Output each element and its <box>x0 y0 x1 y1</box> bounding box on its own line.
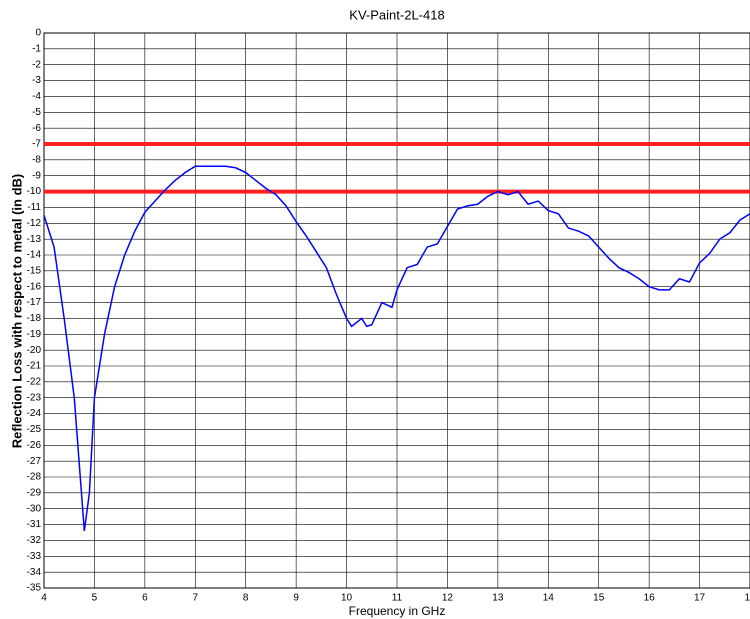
x-tick-label: 16 <box>644 593 656 604</box>
y-tick-label: -3 <box>32 75 41 86</box>
y-tick-label: -35 <box>27 583 42 594</box>
chart-title: KV-Paint-2L-418 <box>349 7 444 22</box>
y-tick-label: -28 <box>27 472 42 483</box>
x-tick-label: 6 <box>142 593 148 604</box>
y-tick-label: -18 <box>27 313 42 324</box>
y-tick-label: 0 <box>35 28 41 39</box>
y-tick-label: -7 <box>32 139 41 150</box>
x-tick-label: 12 <box>442 593 454 604</box>
y-tick-label: -10 <box>27 186 42 197</box>
y-tick-label: -30 <box>27 503 42 514</box>
y-tick-label: -31 <box>27 519 42 530</box>
y-axis-label: Reflection Loss with respect to metal (i… <box>9 174 24 448</box>
y-tick-label: -12 <box>27 218 42 229</box>
y-tick-label: -22 <box>27 376 42 387</box>
y-tick-label: -13 <box>27 234 42 245</box>
y-tick-label: -2 <box>32 59 41 70</box>
y-tick-label: -4 <box>32 91 41 102</box>
y-tick-label: -14 <box>27 250 42 261</box>
data-line <box>43 165 750 532</box>
x-tick-label: 18 <box>744 593 750 604</box>
y-tick-label: -23 <box>27 392 42 403</box>
x-tick-label: 11 <box>392 593 403 604</box>
y-tick-label: -20 <box>27 345 42 356</box>
y-tick-label: -27 <box>27 456 42 467</box>
x-tick-label: 15 <box>593 593 605 604</box>
x-tick-label: 8 <box>243 593 249 604</box>
y-tick-label: -32 <box>27 535 42 546</box>
y-tick-label: -11 <box>27 202 41 213</box>
y-tick-label: -19 <box>27 329 42 340</box>
y-tick-label: -24 <box>27 408 42 419</box>
x-tick-label: 10 <box>341 593 353 604</box>
x-tick-label: 5 <box>92 593 98 604</box>
y-tick-label: -33 <box>27 551 42 562</box>
x-tick-label: 13 <box>492 593 504 604</box>
y-tick-label: -21 <box>27 361 42 372</box>
y-tick-label: -25 <box>27 424 42 435</box>
y-tick-label: -34 <box>27 567 42 578</box>
x-axis-label: Frequency in GHz <box>349 604 446 618</box>
y-tick-label: -8 <box>32 154 41 165</box>
x-tick-label: 4 <box>41 593 47 604</box>
x-tick-label: 14 <box>543 593 555 604</box>
y-tick-label: -1 <box>32 43 41 54</box>
y-tick-label: -17 <box>27 297 42 308</box>
x-tick-label: 17 <box>694 593 706 604</box>
y-tick-label: -16 <box>27 281 42 292</box>
y-tick-label: -6 <box>32 123 41 134</box>
plot-frame <box>43 32 750 589</box>
y-tick-label: -9 <box>32 170 41 181</box>
x-tick-label: 7 <box>193 593 199 604</box>
x-tick-label: 9 <box>293 593 299 604</box>
y-tick-label: -15 <box>27 265 42 276</box>
y-tick-label: -26 <box>27 440 42 451</box>
y-tick-label: -5 <box>32 107 41 118</box>
y-tick-label: -29 <box>27 487 42 498</box>
